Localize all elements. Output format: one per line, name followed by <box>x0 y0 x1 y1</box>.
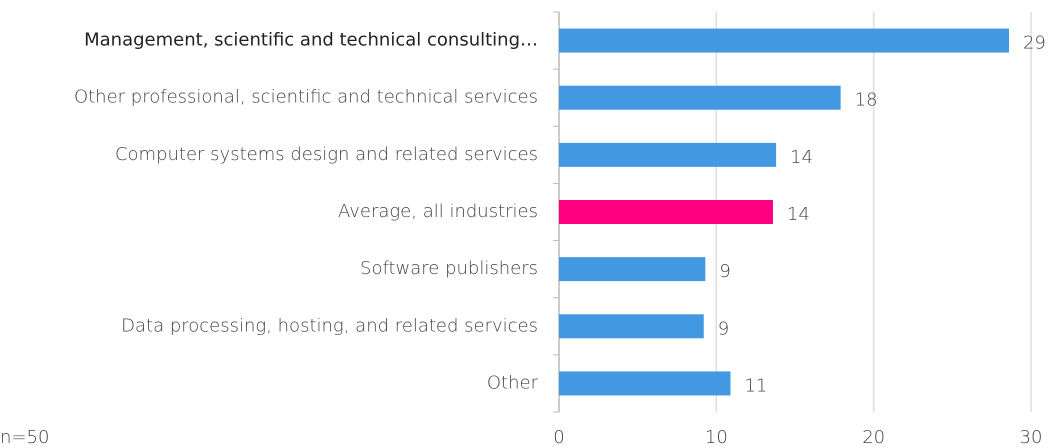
value-label: 9 <box>718 318 729 339</box>
category-label: Computer systems design and related serv… <box>115 144 538 165</box>
x-tick-label: 0 <box>553 427 564 448</box>
x-tick-label: 30 <box>1020 427 1043 448</box>
annotation: n=50 <box>0 427 49 448</box>
category-label: Other professional, scientific and techn… <box>74 87 538 108</box>
value-label: 18 <box>855 90 878 111</box>
category-label: Other <box>487 372 539 393</box>
value-label: 29 <box>1023 33 1046 54</box>
category-label: Average, all industries <box>338 201 538 222</box>
bar <box>559 200 773 224</box>
value-label: 14 <box>787 204 810 225</box>
x-tick-label: 10 <box>705 427 728 448</box>
category-label: Data processing, hosting, and related se… <box>121 315 538 336</box>
value-label: 14 <box>790 147 813 168</box>
value-label: 11 <box>744 375 767 396</box>
value-label: 9 <box>719 261 730 282</box>
category-label: Software publishers <box>360 258 538 279</box>
bar <box>559 28 1009 53</box>
bar <box>559 85 841 110</box>
bar <box>559 142 777 167</box>
bar <box>559 314 704 339</box>
x-tick-label: 20 <box>862 427 885 448</box>
category-label: Management, scientific and technical con… <box>84 30 538 51</box>
bar <box>559 257 706 282</box>
bar <box>559 371 731 396</box>
